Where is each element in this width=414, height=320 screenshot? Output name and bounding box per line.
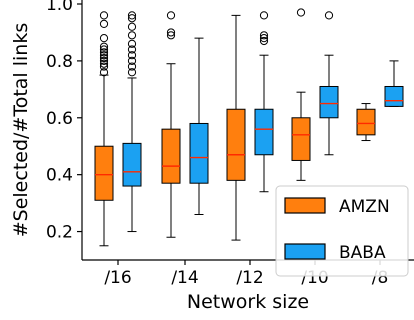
outlier-point (259, 11, 269, 20)
outlier-point (259, 36, 269, 46)
outlier-point (99, 45, 109, 54)
box-body (226, 108, 246, 181)
box-amzn-8 (356, 103, 376, 142)
outlier-point (127, 62, 137, 71)
y-tick-label: 0.2 (46, 223, 73, 243)
y-tick-label: 1.0 (46, 0, 73, 15)
outlier-point (99, 42, 109, 51)
outlier-point (127, 56, 137, 65)
y-tick-label: 0.4 (46, 166, 73, 186)
y-tick-label: 0.6 (46, 109, 73, 129)
box-body (356, 108, 376, 136)
legend: AMZN BABA (275, 185, 409, 277)
outlier-point (127, 45, 137, 54)
legend-swatch-baba (284, 243, 326, 260)
outlier-point (127, 51, 137, 60)
outlier-point (99, 62, 109, 71)
outlier-point (166, 28, 176, 37)
box-baba-12 (254, 11, 274, 193)
legend-label-baba: BABA (339, 243, 386, 263)
outlier-point (324, 11, 334, 20)
y-axis-label: #Selected/#Total links (10, 23, 32, 238)
outlier-point (99, 51, 109, 60)
box-amzn-16 (94, 11, 114, 247)
box-body (291, 117, 311, 161)
box-baba-14 (189, 37, 209, 215)
box-body (254, 108, 274, 156)
plot-area (94, 8, 404, 247)
outlier-point (127, 11, 137, 20)
outlier-point (259, 31, 269, 40)
x-tick-label: /16 (104, 268, 131, 288)
box-amzn-14 (161, 11, 181, 238)
outlier-point (99, 68, 109, 77)
outlier-point (99, 48, 109, 57)
outlier-point (127, 31, 137, 40)
box-baba-10 (319, 11, 339, 156)
outlier-point (127, 68, 137, 77)
outlier-point (166, 11, 176, 20)
outlier-point (166, 31, 176, 40)
outlier-point (99, 56, 109, 65)
legend-label-amzn: AMZN (339, 197, 390, 217)
x-tick-label: /12 (236, 268, 263, 288)
box-body (161, 128, 181, 184)
box-body (94, 145, 114, 201)
outlier-point (127, 14, 137, 23)
outlier-point (296, 8, 306, 17)
outlier-point (99, 19, 109, 29)
outlier-point (259, 34, 269, 43)
box-baba-8 (384, 60, 404, 107)
outlier-point (99, 59, 109, 68)
box-amzn-12 (226, 14, 246, 241)
outlier-point (127, 39, 137, 48)
outlier-point (99, 34, 109, 43)
box-body (319, 85, 339, 119)
box-body (384, 85, 404, 107)
outlier-point (99, 53, 109, 63)
box-baba-16 (122, 11, 142, 233)
y-tick-label: 0.8 (46, 52, 73, 72)
box-body (122, 142, 142, 187)
legend-swatch-amzn (284, 197, 326, 214)
box-amzn-10 (291, 8, 311, 181)
outlier-point (99, 11, 109, 20)
x-axis-label: Network size (187, 291, 309, 313)
box-body (189, 122, 209, 184)
x-tick-label: /14 (171, 268, 198, 288)
outlier-point (127, 22, 137, 31)
